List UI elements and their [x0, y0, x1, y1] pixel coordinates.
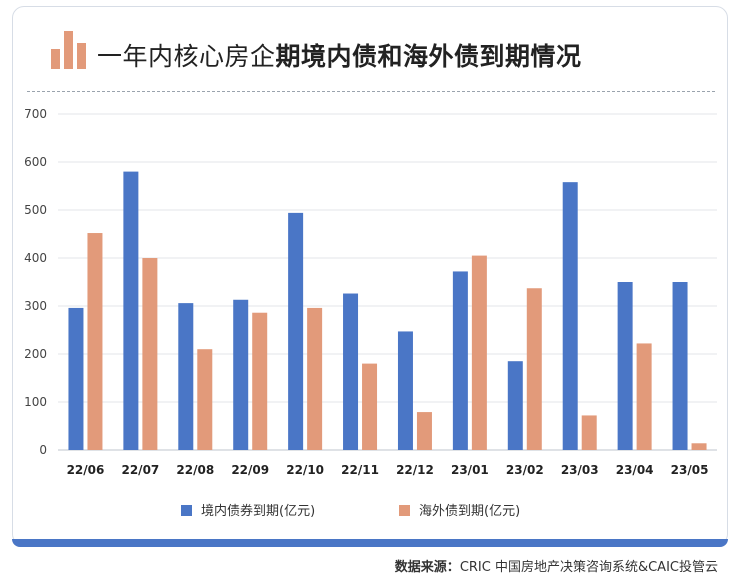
y-tick-label: 0 [39, 443, 47, 457]
x-tick-label: 23/03 [561, 463, 599, 477]
x-tick-label: 22/07 [121, 463, 159, 477]
x-tick-label: 22/06 [67, 463, 105, 477]
bar-domestic [233, 299, 249, 450]
bar-domestic [123, 171, 139, 450]
x-tick-label: 22/12 [396, 463, 434, 477]
bar-overseas [87, 233, 103, 450]
x-tick-label: 22/10 [286, 463, 324, 477]
bar-chart: 0 100 200 300 400 500 600 700 22/06 22/07 22/08 22/… [24, 107, 717, 519]
chart-title-bold: 期境内债和海外债到期情况 [275, 42, 582, 71]
bar-overseas [197, 349, 213, 450]
card-accent-bar [12, 539, 728, 547]
bar-chart-icon [51, 31, 86, 69]
y-tick-label: 700 [24, 107, 47, 121]
bar-overseas [142, 258, 158, 450]
bar-overseas [636, 343, 652, 450]
title-divider [27, 91, 715, 92]
x-tick-label: 22/11 [341, 463, 379, 477]
bar-domestic [617, 282, 633, 450]
bar-domestic [68, 307, 84, 450]
y-tick-label: 300 [24, 299, 47, 313]
bar-chart-icon-bar [77, 43, 86, 69]
y-tick-label: 200 [24, 347, 47, 361]
chart-card: 一年内核心房企期境内债和海外债到期情况 0 100 200 300 400 500 600 7… [12, 6, 728, 546]
legend-label: 海外债到期(亿元) [419, 504, 520, 519]
bar-domestic [397, 331, 413, 450]
bar-overseas [471, 255, 487, 450]
bar-domestic [672, 282, 688, 450]
bar-domestic [178, 303, 194, 450]
bar-domestic [452, 271, 468, 450]
legend-label: 境内债券到期(亿元) [201, 503, 315, 519]
legend-swatch [181, 505, 192, 516]
chart-title-light: 一年内核心房企 [97, 42, 276, 71]
x-tick-label: 22/09 [231, 463, 269, 477]
data-source: 数据来源：CRIC 中国房地产决策咨询系统&CAIC投管云 [395, 556, 718, 575]
source-label: 数据来源： [394, 560, 460, 575]
bar-overseas [526, 288, 542, 450]
bar-overseas [581, 415, 597, 450]
bar-chart-icon-bar [64, 31, 73, 69]
legend-swatch [399, 505, 410, 516]
y-tick-label: 100 [24, 395, 47, 409]
x-tick-label: 23/05 [671, 463, 709, 477]
y-tick-label: 500 [24, 203, 47, 217]
bar-overseas [691, 443, 707, 450]
bar-overseas [362, 363, 378, 450]
bar-domestic [562, 182, 578, 450]
x-tick-label: 23/01 [451, 463, 489, 477]
chart-title: 一年内核心房企期境内债和海外债到期情况 [97, 37, 582, 73]
y-tick-label: 600 [24, 155, 47, 169]
x-tick-label: 23/02 [506, 463, 544, 477]
bar-domestic [343, 293, 359, 450]
chart-header: 一年内核心房企期境内债和海外债到期情况 [13, 7, 727, 91]
bar-domestic [288, 212, 304, 450]
source-text: CRIC 中国房地产决策咨询系统&CAIC投管云 [459, 560, 718, 575]
bar-chart-icon-bar [51, 49, 60, 69]
y-tick-label: 400 [24, 251, 47, 265]
x-tick-label: 23/04 [616, 463, 654, 477]
x-tick-label: 22/08 [176, 463, 214, 477]
bar-overseas [252, 312, 268, 450]
bar-overseas [307, 307, 323, 450]
bar-domestic [507, 361, 523, 450]
bar-overseas [416, 412, 432, 450]
